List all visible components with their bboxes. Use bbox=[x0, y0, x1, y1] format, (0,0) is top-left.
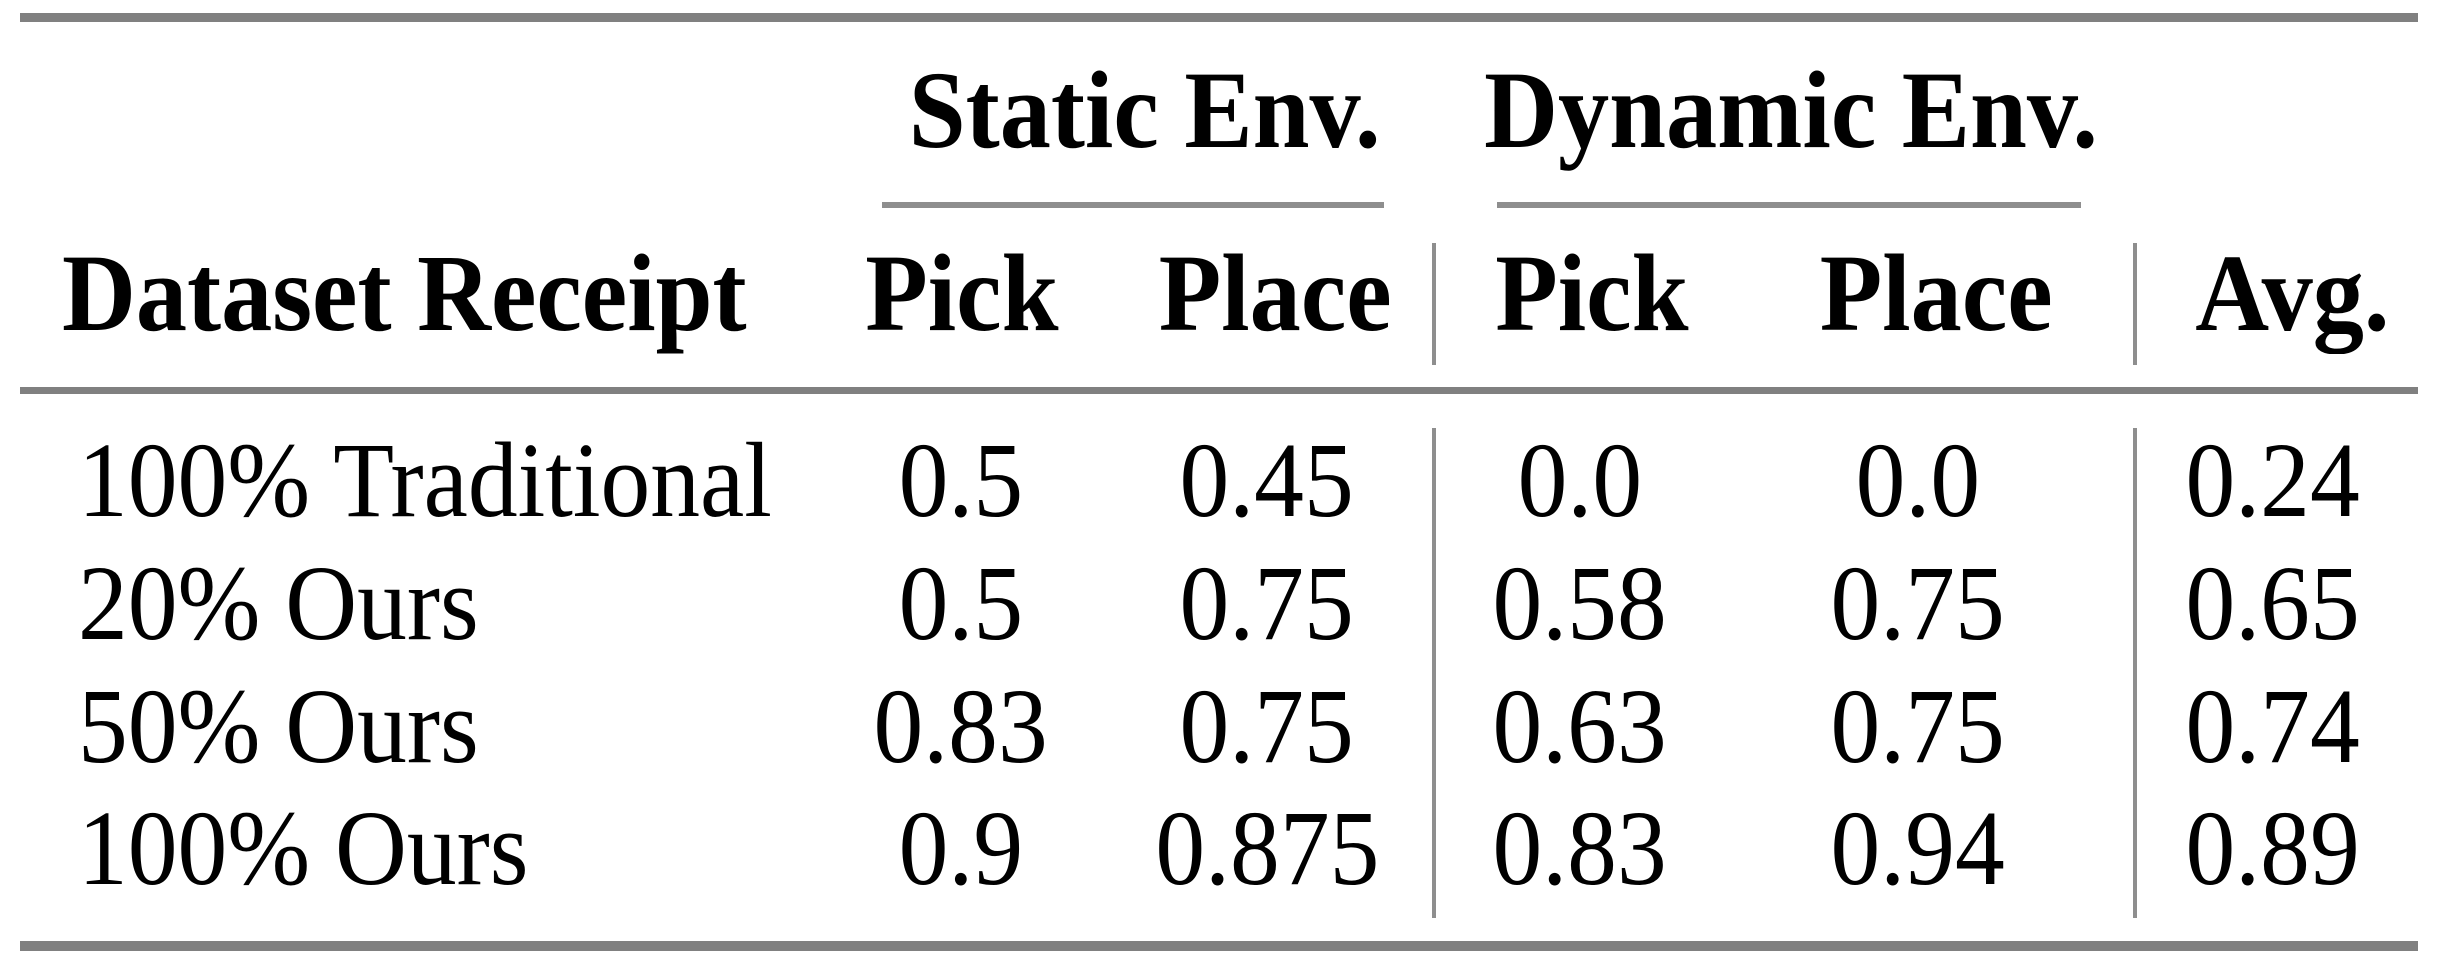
cell-r1-avg: 0.24 bbox=[2185, 422, 2361, 540]
vline-avg-upper bbox=[2133, 243, 2137, 365]
cell-r2-dynamic-pick: 0.58 bbox=[1492, 545, 1668, 663]
cell-r4-dynamic-place: 0.94 bbox=[1830, 790, 2006, 908]
cell-r4-dataset: 100% Ours bbox=[78, 790, 529, 908]
header-avg: Avg. bbox=[2194, 232, 2390, 354]
bottom-rule bbox=[20, 941, 2418, 951]
mid-rule bbox=[20, 387, 2418, 394]
cell-r1-dynamic-pick: 0.0 bbox=[1517, 422, 1643, 540]
cell-r2-static-place: 0.75 bbox=[1179, 545, 1355, 663]
cell-r4-static-pick: 0.9 bbox=[898, 790, 1024, 908]
header-dynamic-pick: Pick bbox=[1495, 232, 1689, 354]
cell-r2-avg: 0.65 bbox=[2185, 545, 2361, 663]
header-static-pick: Pick bbox=[865, 232, 1059, 354]
cell-r4-avg: 0.89 bbox=[2185, 790, 2361, 908]
cell-r3-static-pick: 0.83 bbox=[873, 668, 1049, 786]
vline-static-dynamic-upper bbox=[1432, 243, 1436, 365]
header-static-place: Place bbox=[1158, 232, 1392, 354]
cell-r4-dynamic-pick: 0.83 bbox=[1492, 790, 1668, 908]
group-header-static-env-label: Static Env. bbox=[909, 49, 1381, 171]
group-header-dynamic-env-label: Dynamic Env. bbox=[1484, 49, 2098, 171]
dynamic-group-underline bbox=[1497, 202, 2081, 208]
cell-r1-static-pick: 0.5 bbox=[898, 422, 1024, 540]
header-dynamic-place: Place bbox=[1819, 232, 2053, 354]
cell-r2-dataset: 20% Ours bbox=[78, 545, 479, 663]
cell-r3-avg: 0.74 bbox=[2185, 668, 2361, 786]
header-dataset-receipt: Dataset Receipt bbox=[62, 232, 747, 354]
group-header-static-env: Static Env. bbox=[795, 55, 1495, 165]
cell-r3-dynamic-pick: 0.63 bbox=[1492, 668, 1668, 786]
vline-avg-lower bbox=[2133, 428, 2137, 918]
static-group-underline bbox=[882, 202, 1384, 208]
group-header-dynamic-env: Dynamic Env. bbox=[1441, 55, 2141, 165]
vline-static-dynamic-lower bbox=[1432, 428, 1436, 918]
cell-r4-static-place: 0.875 bbox=[1155, 790, 1379, 908]
cell-r3-dynamic-place: 0.75 bbox=[1830, 668, 2006, 786]
cell-r2-static-pick: 0.5 bbox=[898, 545, 1024, 663]
cell-r1-dynamic-place: 0.0 bbox=[1855, 422, 1981, 540]
top-rule bbox=[20, 13, 2418, 22]
cell-r1-static-place: 0.45 bbox=[1179, 422, 1355, 540]
cell-r1-dataset: 100% Traditional bbox=[78, 422, 772, 540]
cell-r3-static-place: 0.75 bbox=[1179, 668, 1355, 786]
cell-r2-dynamic-place: 0.75 bbox=[1830, 545, 2006, 663]
cell-r3-dataset: 50% Ours bbox=[78, 668, 479, 786]
